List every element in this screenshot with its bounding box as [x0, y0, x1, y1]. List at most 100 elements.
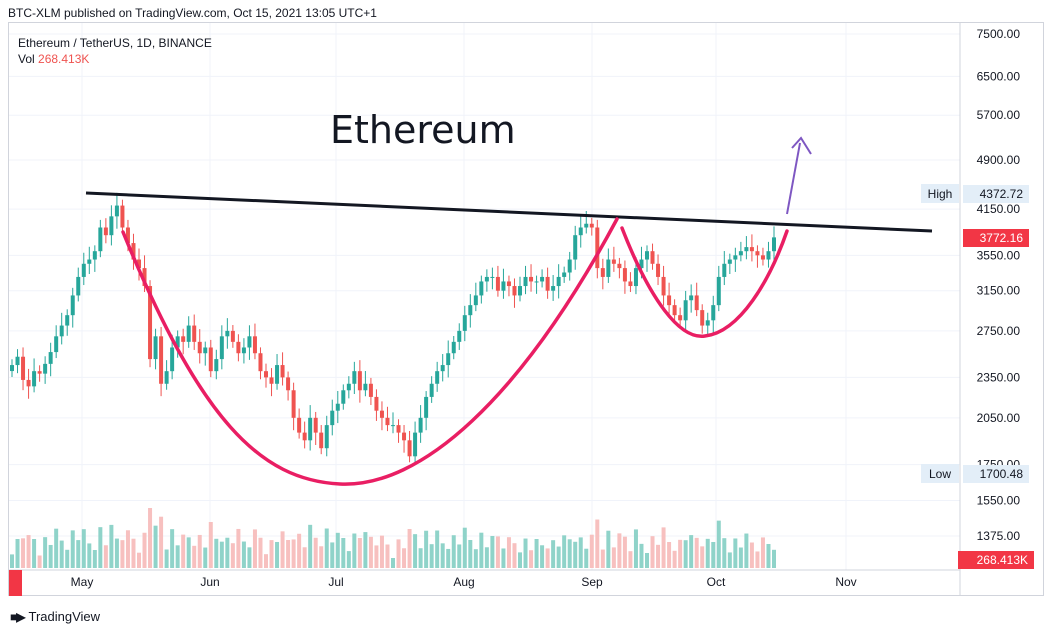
y-tick-label: 3550.00: [977, 248, 1021, 262]
candle-body: [103, 227, 108, 236]
volume-bar: [396, 539, 401, 568]
volume-bar: [512, 543, 517, 568]
volume-bar: [611, 547, 616, 568]
candle-body: [711, 305, 716, 321]
candle-body: [54, 336, 59, 353]
selection-marker: [9, 570, 22, 596]
volume-bar: [551, 540, 556, 568]
volume-bar: [545, 548, 550, 568]
candle-body: [424, 396, 429, 418]
candle-body: [722, 263, 727, 277]
volume-bar: [501, 548, 506, 568]
volume-bar: [429, 544, 434, 568]
candle-body: [755, 251, 760, 256]
annotation-title: Ethereum: [330, 108, 516, 152]
volume-bar: [54, 528, 59, 568]
volume-bar: [446, 548, 451, 568]
volume-bar: [490, 536, 495, 568]
volume-bar: [70, 530, 75, 568]
volume-bar: [744, 533, 749, 568]
handle-curve: [620, 226, 789, 338]
candle-body: [567, 259, 572, 273]
candle-body: [589, 223, 594, 228]
x-tick-label: Oct: [707, 575, 726, 589]
candle-body: [159, 336, 164, 384]
candle-body: [468, 305, 473, 316]
volume-bar: [694, 537, 699, 568]
candle-body: [705, 320, 710, 326]
candle-body: [534, 281, 539, 283]
volume-bar: [424, 530, 429, 568]
candle-body: [672, 305, 677, 316]
candle-body: [506, 281, 511, 287]
volume-bar: [247, 547, 252, 568]
candle-body: [490, 276, 495, 278]
y-tick-label: 1550.00: [977, 494, 1021, 508]
candle-body: [241, 347, 246, 354]
candle-body: [744, 247, 749, 252]
volume-bar: [103, 545, 108, 568]
volume-bar: [181, 534, 186, 568]
candle-body: [291, 390, 296, 418]
volume-bar: [716, 520, 721, 568]
symbol-label[interactable]: Ethereum / TetherUS, 1D, BINANCE: [18, 36, 212, 50]
candle-body: [357, 371, 362, 391]
candle-body: [186, 325, 191, 342]
volume-bar: [264, 554, 268, 568]
candle-body: [65, 315, 70, 326]
candle-body: [32, 371, 37, 387]
y-tick-label: 2750.00: [977, 324, 1021, 338]
volume-bar: [645, 553, 649, 568]
y-tick-label: 7500.00: [977, 27, 1021, 41]
volume-bar: [374, 545, 379, 568]
candle-body: [368, 383, 373, 397]
volume-bar: [26, 535, 31, 568]
volume-bar: [197, 534, 202, 568]
volume-bar: [529, 550, 534, 568]
volume-bar: [76, 540, 81, 568]
volume-bar: [125, 530, 130, 568]
candle-body: [258, 353, 263, 372]
y-tick-label: 5700.00: [977, 108, 1021, 122]
volume-bar: [148, 508, 153, 568]
volume-bar: [291, 539, 296, 568]
chart-legend: Ethereum / TetherUS, 1D, BINANCE Vol 268…: [18, 35, 212, 67]
candle-body: [418, 417, 423, 433]
candle-body: [435, 371, 440, 384]
candle-body: [391, 425, 395, 427]
candle-body: [694, 295, 699, 311]
chart-frame: [8, 22, 1044, 596]
candle-body: [556, 276, 561, 287]
last-price-text: 3772.16: [980, 231, 1024, 245]
candle-body: [43, 363, 48, 374]
volume-bar: [435, 530, 440, 568]
candle-body: [114, 205, 119, 217]
volume-bar: [175, 545, 180, 568]
candle-body: [313, 417, 318, 433]
volume-bar: [650, 536, 655, 568]
volume-bar: [21, 538, 26, 568]
volume-bar: [297, 533, 302, 568]
y-tick-label: 2050.00: [977, 411, 1021, 425]
volume-bar: [617, 533, 622, 568]
candle-body: [545, 276, 550, 291]
volume-bar: [286, 540, 291, 568]
candle-body: [595, 227, 600, 269]
tradingview-footer[interactable]: ■▶ TradingView: [10, 609, 100, 624]
low-label: Low: [929, 467, 951, 481]
breakout-arrowhead: [791, 136, 812, 155]
candle-body: [330, 410, 335, 426]
candle-body: [87, 259, 92, 264]
volume-bar: [772, 549, 776, 568]
x-tick-label: Sep: [581, 575, 603, 589]
volume-bar: [241, 541, 246, 568]
candle-body: [700, 310, 705, 326]
volume-bar: [523, 538, 528, 568]
volume-bar: [346, 551, 351, 568]
candle-body: [512, 286, 517, 296]
volume-bar: [159, 516, 164, 568]
candle-body: [335, 403, 340, 411]
volume-bar: [656, 544, 661, 568]
candle-body: [606, 259, 611, 277]
